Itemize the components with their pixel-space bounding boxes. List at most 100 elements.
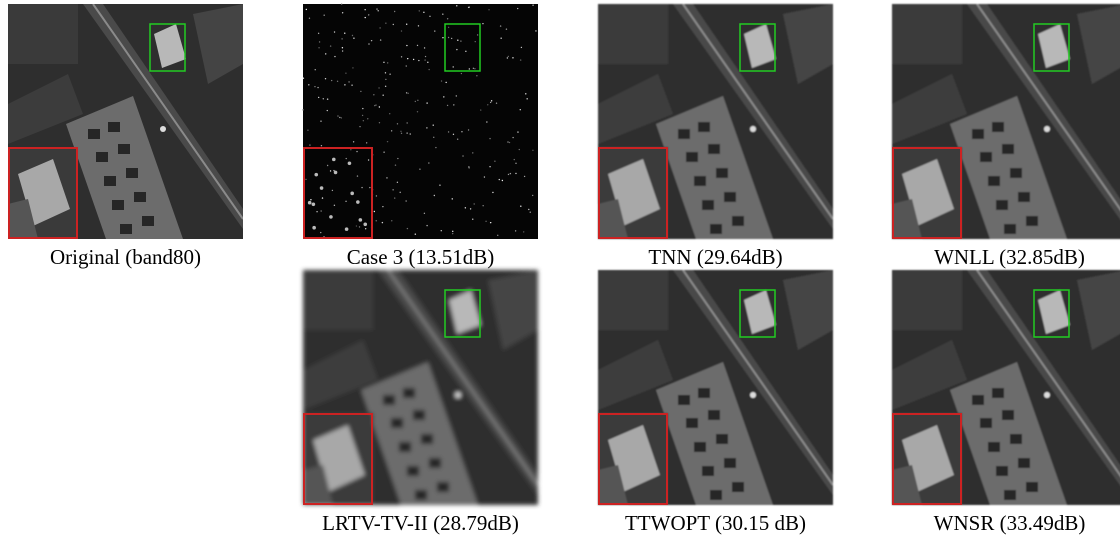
noise-dot (448, 131, 449, 132)
noise-dot (415, 233, 416, 234)
noise-dot (472, 152, 473, 153)
noise-dot (532, 195, 533, 196)
noise-dot (496, 103, 497, 104)
noise-dot (456, 95, 457, 96)
noise-dot (325, 53, 326, 54)
noise-dot (348, 162, 352, 166)
noise-dot (523, 231, 524, 232)
noise-dot (345, 227, 349, 231)
noise-dot (346, 158, 347, 159)
image-panel (302, 4, 538, 239)
image-panel (598, 270, 833, 505)
noise-dot (512, 137, 513, 138)
noise-dot (331, 80, 332, 81)
noise-dot (477, 34, 478, 35)
noise-dot (318, 97, 319, 98)
noise-dot (357, 175, 358, 176)
noise-dot (424, 47, 425, 48)
noise-dot (383, 62, 384, 63)
noise-dot (321, 145, 322, 146)
noise-dot (506, 28, 507, 29)
noise-dot (465, 207, 466, 208)
noise-dot (508, 56, 509, 57)
image-panel (892, 270, 1120, 505)
image-panel (8, 4, 243, 239)
noise-dot (308, 201, 312, 205)
noise-dot (377, 10, 378, 11)
noise-dot (356, 200, 360, 204)
noise-dot (375, 104, 376, 105)
noise-dot (470, 208, 471, 209)
noise-dot (400, 131, 401, 132)
noise-dot (442, 13, 443, 14)
caption: TTWOPT (30.15 dB) (625, 511, 806, 535)
noise-dot (302, 109, 303, 110)
noise-dot (441, 230, 442, 231)
noise-dot (363, 120, 364, 121)
image (892, 270, 1120, 505)
noise-dot (383, 151, 384, 152)
noise-dot (457, 40, 458, 41)
noise-dot (397, 123, 398, 124)
noise-dot (525, 93, 526, 94)
noise-dot (361, 187, 362, 188)
noise-dot (417, 111, 418, 112)
noise-dot (405, 200, 406, 201)
noise-dot (399, 192, 400, 193)
noise-dot (341, 117, 342, 118)
noise-dot (322, 197, 323, 198)
noise-dot (468, 166, 469, 167)
noise-dot (353, 141, 354, 142)
noise-dot (426, 102, 427, 103)
noise-dot (439, 184, 440, 185)
noise-dot (424, 213, 425, 214)
noise-dot (379, 122, 380, 123)
noise-dot (325, 78, 326, 79)
noise-dot (401, 30, 402, 31)
noise-dot (401, 56, 402, 57)
noise-dot (490, 222, 491, 223)
noise-dot (360, 91, 361, 92)
noise-dot (319, 41, 320, 42)
noise-dot (461, 131, 462, 132)
noise-dot (389, 74, 390, 75)
noise-dot (488, 9, 489, 10)
noise-dot (407, 228, 408, 229)
image (892, 4, 1120, 239)
noise-dot (535, 30, 536, 31)
noise-dot (362, 115, 363, 116)
noise-dot (417, 100, 418, 101)
noise-dot (452, 233, 453, 234)
noise-dot (395, 164, 396, 165)
noise-dot (376, 220, 377, 221)
noise-dot (487, 104, 488, 105)
image (598, 4, 833, 239)
noise-dot (368, 43, 369, 44)
noise-dot (356, 151, 357, 152)
noise-dot (447, 18, 448, 19)
noise-dot (368, 159, 369, 160)
noise-dot (342, 47, 343, 48)
noise-dot (382, 206, 383, 207)
noise-dot (456, 5, 457, 6)
noise-dot (489, 138, 490, 139)
noise-dot (406, 24, 407, 25)
caption: LRTV-TV-II (28.79dB) (322, 511, 519, 535)
noise-dot (413, 59, 414, 60)
noise-dot (407, 93, 408, 94)
noise-dot (387, 141, 388, 142)
noise-dot (320, 232, 321, 233)
noise-dot (385, 72, 386, 73)
caption: TNN (29.64dB) (648, 245, 782, 269)
noise-dot (359, 226, 360, 227)
noise-dot (366, 142, 367, 143)
noise-dot (406, 65, 407, 66)
noise-dot (314, 86, 315, 87)
noise-dot (342, 12, 343, 13)
noise-dot (406, 122, 407, 123)
noise-dot (433, 124, 434, 125)
noise-dot (502, 180, 503, 181)
noise-dot (385, 23, 386, 24)
noise-dot (423, 12, 424, 13)
noise-dot (415, 101, 416, 102)
